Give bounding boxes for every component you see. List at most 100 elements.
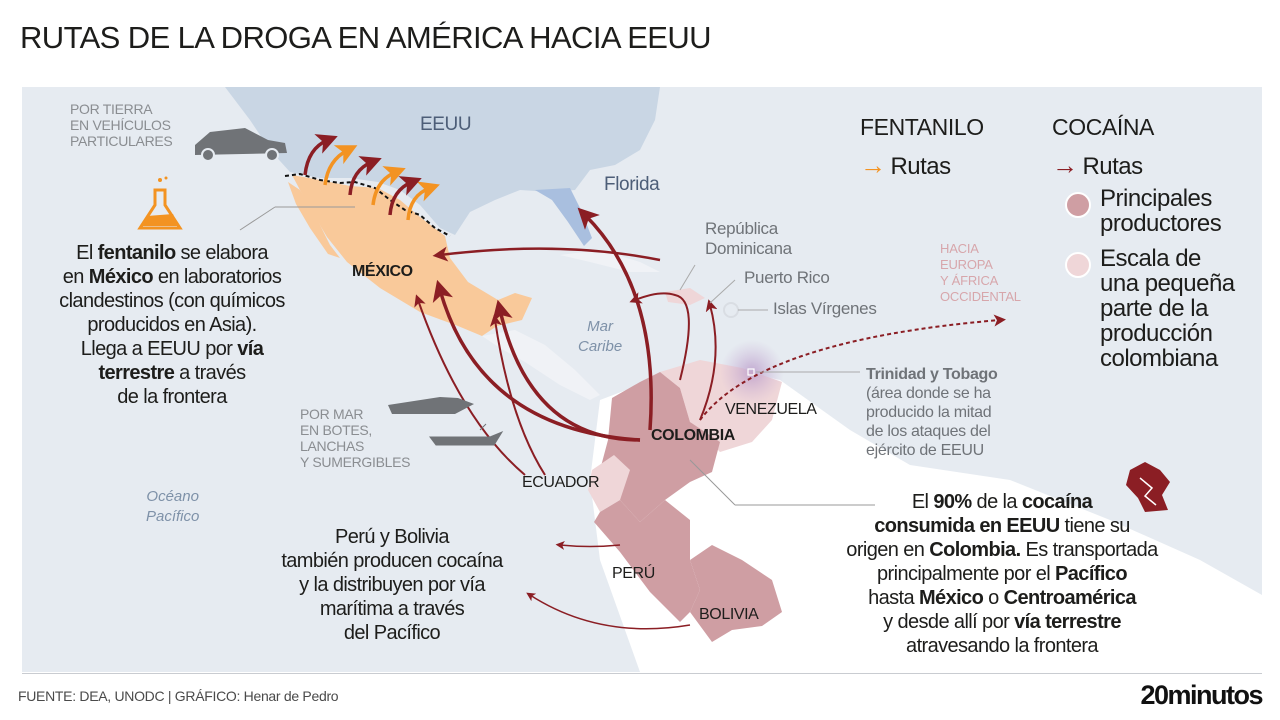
text-line: en México en laboratorios [22, 265, 322, 289]
route-peru-2 [526, 592, 691, 630]
leader-colombia [689, 459, 736, 506]
text-line: de la frontera [22, 385, 322, 409]
cuba [560, 250, 660, 272]
map: EEUU Florida MÉXICO COLOMBIA VENEZUELA E… [22, 87, 1262, 672]
legend-main-producers: Principales productores [1100, 185, 1222, 237]
boat-icon [429, 423, 504, 446]
footer-divider [22, 673, 1262, 674]
leader-dr [679, 264, 696, 291]
route-pacific-2 [489, 314, 546, 476]
stopover-swatch [1065, 252, 1091, 278]
route-to-florida [577, 207, 653, 431]
text-line: atravesando la frontera [802, 634, 1202, 658]
bold-segment: vía terrestre [1014, 611, 1121, 633]
route-to-dominican [629, 292, 690, 381]
label-puerto-rico: Puerto Rico [744, 268, 830, 287]
text-line: Llega a EEUU por vía [22, 337, 322, 361]
text-segment: tiene su [1059, 515, 1131, 537]
page-title: RUTAS DE LA DROGA EN AMÉRICA HACIA EEUU [20, 20, 712, 55]
text-segment: también producen cocaína [281, 550, 503, 572]
text-segment: y la distribuyen por vía [299, 574, 485, 596]
red-arrow-icon: → [1052, 150, 1078, 180]
bold-segment: 90% [933, 491, 972, 513]
label-colombia: COLOMBIA [651, 427, 735, 444]
cocaine-arrow [348, 156, 382, 196]
text-segment: del Pacífico [343, 622, 441, 644]
source-credit: FUENTE: DEA, UNODC | GRÁFICO: Henar de P… [18, 688, 339, 704]
text-line: del Pacífico [242, 621, 542, 645]
text-segment: marítima a través [319, 598, 465, 620]
text-segment: de la [971, 491, 1022, 513]
cocaine-arrow [303, 134, 338, 176]
us-mexico-border [284, 172, 451, 237]
fentanyl-routes [323, 145, 440, 221]
speedboat-icon [388, 397, 474, 414]
flask-icon [137, 176, 183, 230]
bold-segment: terrestre [98, 362, 175, 384]
colombia-area [600, 372, 720, 522]
text-line: consumida en EEUU tiene su [802, 514, 1202, 538]
virgin-islands-marker [723, 302, 739, 318]
text-line: origen en Colombia. Es transportada [802, 538, 1202, 562]
mexico-land [292, 175, 532, 336]
label-by-sea: POR MAR EN BOTES, LANCHAS Y SUMERGIBLES [300, 406, 411, 470]
bold-segment: Centroamérica [1003, 587, 1137, 609]
text-segment: y desde allí por [883, 611, 1015, 633]
text-segment: El [911, 491, 934, 513]
text-line: clandestinos (con químicos [22, 289, 322, 313]
text-segment: Perú y Bolivia [335, 526, 449, 548]
legend-cocaine-heading: COCAÍNA [1052, 114, 1154, 140]
hispaniola [665, 288, 705, 305]
label-venezuela: VENEZUELA [725, 401, 817, 418]
label-caribbean: Mar Caribe [578, 318, 623, 355]
fentanyl-arrow [323, 145, 358, 186]
florida [535, 188, 592, 246]
text-line: marítima a través [242, 597, 542, 621]
bolivia-area [690, 545, 782, 642]
text-line: y la distribuyen por vía [242, 573, 542, 597]
text-line: El 90% de la cocaína [802, 490, 1202, 514]
text-line: producidos en Asia). [22, 313, 322, 337]
text-segment: clandestinos (con químicos [59, 290, 285, 312]
trinidad-glow [720, 340, 784, 404]
cocaine-description: El 90% de la cocaína consumida en EEUU ti… [802, 490, 1202, 658]
label-usa: EEUU [420, 114, 472, 135]
text-segment: El [76, 242, 98, 264]
usa-land [225, 87, 660, 235]
fentanyl-description: El fentanilo se elabora en México en labo… [22, 241, 322, 409]
bold-segment: vía [237, 338, 264, 360]
trinidad-marker [747, 368, 755, 376]
label-florida: Florida [604, 174, 660, 195]
label-pacific: Océano Pacífico [146, 488, 200, 525]
ecuador-area [588, 455, 630, 512]
text-segment: principalmente por el [877, 563, 1056, 585]
route-to-mexico-gulf [432, 246, 661, 262]
text-line: Perú y Bolivia [242, 525, 542, 549]
bold-segment: México [918, 587, 984, 609]
leader-mexico [239, 206, 276, 231]
map-canvas [137, 87, 1262, 672]
bold-segment: Pacífico [1055, 563, 1128, 585]
main-producers-swatch [1065, 192, 1091, 218]
text-segment: a través [174, 362, 246, 384]
text-line: hasta México o Centroamérica [802, 586, 1202, 610]
label-virgin-islands: Islas Vírgenes [773, 299, 877, 318]
bold-segment: fentanilo [97, 242, 177, 264]
peru-bolivia-description: Perú y Bolivia también producen cocaína y … [242, 525, 542, 645]
legend-stopover: Escala de una pequeña parte de la producció… [1100, 245, 1235, 372]
text-segment: Llega a EEUU por [80, 338, 238, 360]
cocaine-arrow [388, 176, 422, 216]
label-ecuador: ECUADOR [522, 474, 600, 491]
route-to-puerto-rico [699, 299, 718, 421]
car-icon [195, 128, 287, 162]
baja-california [288, 182, 340, 258]
bold-segment: México [88, 266, 154, 288]
text-line: El fentanilo se elabora [22, 241, 322, 265]
trinidad-note: Trinidad y Tobago (área donde se ha produ… [866, 366, 998, 459]
legend-fentanyl-routes: → Rutas [860, 150, 951, 180]
legend-fentanyl-heading: FENTANILO [860, 114, 984, 140]
text-segment: atravesando la frontera [906, 635, 1098, 657]
bold-segment: consumida en EEUU [874, 515, 1060, 537]
text-segment: hasta [868, 587, 919, 609]
legend-cocaine-routes: → Rutas [1052, 150, 1143, 180]
